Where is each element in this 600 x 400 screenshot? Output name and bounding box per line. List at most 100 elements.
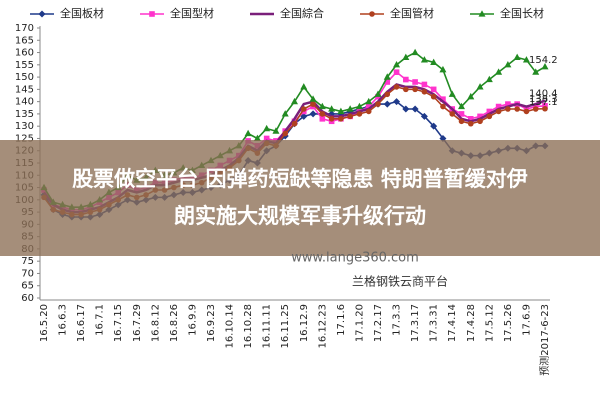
marker <box>338 116 344 122</box>
x-tick-label: 16.6.3 <box>58 304 69 336</box>
marker <box>402 105 410 113</box>
y-tick-label: 65 <box>21 281 34 292</box>
marker <box>365 103 372 110</box>
marker <box>272 127 280 134</box>
x-tick-label: 17.4.14 <box>447 304 458 342</box>
legend-label: 全国管材 <box>390 6 434 20</box>
marker <box>532 106 539 112</box>
y-tick-label: 150 <box>15 72 34 83</box>
marker <box>448 90 456 97</box>
x-tick-label: 16.9.9 <box>187 304 198 336</box>
marker <box>467 120 474 127</box>
marker <box>369 11 375 17</box>
marker <box>355 102 363 110</box>
marker <box>318 102 326 110</box>
marker <box>319 111 326 117</box>
marker <box>393 84 400 90</box>
marker <box>504 61 512 68</box>
x-tick-label: 16.5.20 <box>39 304 50 342</box>
marker <box>300 106 307 112</box>
marker <box>458 111 465 117</box>
marker <box>393 69 400 75</box>
marker <box>310 101 316 107</box>
marker <box>495 68 503 75</box>
marker <box>149 11 155 17</box>
marker <box>300 83 308 90</box>
marker <box>476 83 484 90</box>
marker <box>477 118 483 125</box>
marker <box>309 110 317 118</box>
y-tick-label: 165 <box>15 35 34 46</box>
y-tick-label: 125 <box>15 133 34 144</box>
x-tick-label: 17.6.9 <box>521 304 532 336</box>
end-value-label: 138.3 <box>529 94 558 105</box>
marker <box>477 113 483 120</box>
marker <box>383 100 391 108</box>
x-tick-label: 16.11.25 <box>280 304 291 349</box>
x-tick-label: 17.5.26 <box>503 304 514 342</box>
marker <box>38 10 46 18</box>
x-tick-label: 17.1.20 <box>354 304 365 342</box>
x-tick-label: 16.7.1 <box>95 304 106 336</box>
headline-line: 股票做空平台 因弹药短缺等隐患 特朗普暂缓对伊 <box>72 167 528 191</box>
marker <box>281 110 289 117</box>
marker <box>430 122 438 130</box>
legend-label: 全国綜合 <box>280 6 324 20</box>
marker <box>458 118 465 125</box>
x-tick-label: 16.10.28 <box>243 304 254 349</box>
y-tick-label: 135 <box>15 109 34 120</box>
marker <box>374 90 382 97</box>
marker <box>337 107 345 115</box>
x-tick-label: 17.3.31 <box>429 304 440 342</box>
marker <box>384 79 391 85</box>
x-tick-label: 17.2.17 <box>373 304 384 342</box>
x-tick-label: 16.8.12 <box>150 304 161 342</box>
y-tick-label: 140 <box>15 97 34 108</box>
marker <box>486 113 493 120</box>
marker <box>328 116 335 122</box>
x-tick-label: 16.7.29 <box>132 304 143 342</box>
marker <box>384 91 391 98</box>
marker <box>541 62 549 70</box>
marker <box>347 113 353 120</box>
headline-banner <box>0 140 600 256</box>
marker <box>505 101 511 107</box>
end-value-label: 137.1 <box>529 97 558 108</box>
marker <box>522 56 530 63</box>
marker <box>440 103 446 110</box>
y-tick-label: 155 <box>15 60 34 71</box>
marker <box>439 65 447 73</box>
marker <box>244 129 252 137</box>
x-tick-label: 17.4.28 <box>466 304 477 342</box>
x-tick-label: 16.12.9 <box>299 304 310 342</box>
marker <box>263 135 270 142</box>
marker <box>375 101 381 107</box>
x-tick-label: 16.9.23 <box>206 304 217 342</box>
y-tick-label: 170 <box>15 23 34 34</box>
marker <box>393 61 401 68</box>
marker <box>458 102 465 110</box>
marker <box>430 86 437 93</box>
marker <box>523 108 530 115</box>
x-tick-label: 16.6.17 <box>76 304 87 342</box>
marker <box>282 130 289 137</box>
marker <box>421 89 428 95</box>
marker <box>478 10 486 17</box>
legend-label: 全国板材 <box>60 6 104 20</box>
marker <box>328 105 336 112</box>
marker <box>402 53 410 61</box>
y-tick-label: 160 <box>15 48 34 59</box>
marker <box>430 93 437 100</box>
marker <box>486 108 493 115</box>
marker <box>319 116 326 122</box>
marker <box>514 106 520 112</box>
marker <box>420 112 428 120</box>
marker <box>411 105 419 113</box>
x-tick-label: 17.5.12 <box>484 304 495 342</box>
x-tick-label: 16.7.15 <box>113 304 124 342</box>
marker <box>467 116 474 122</box>
marker <box>513 53 521 61</box>
marker <box>309 95 317 102</box>
marker <box>505 106 511 112</box>
